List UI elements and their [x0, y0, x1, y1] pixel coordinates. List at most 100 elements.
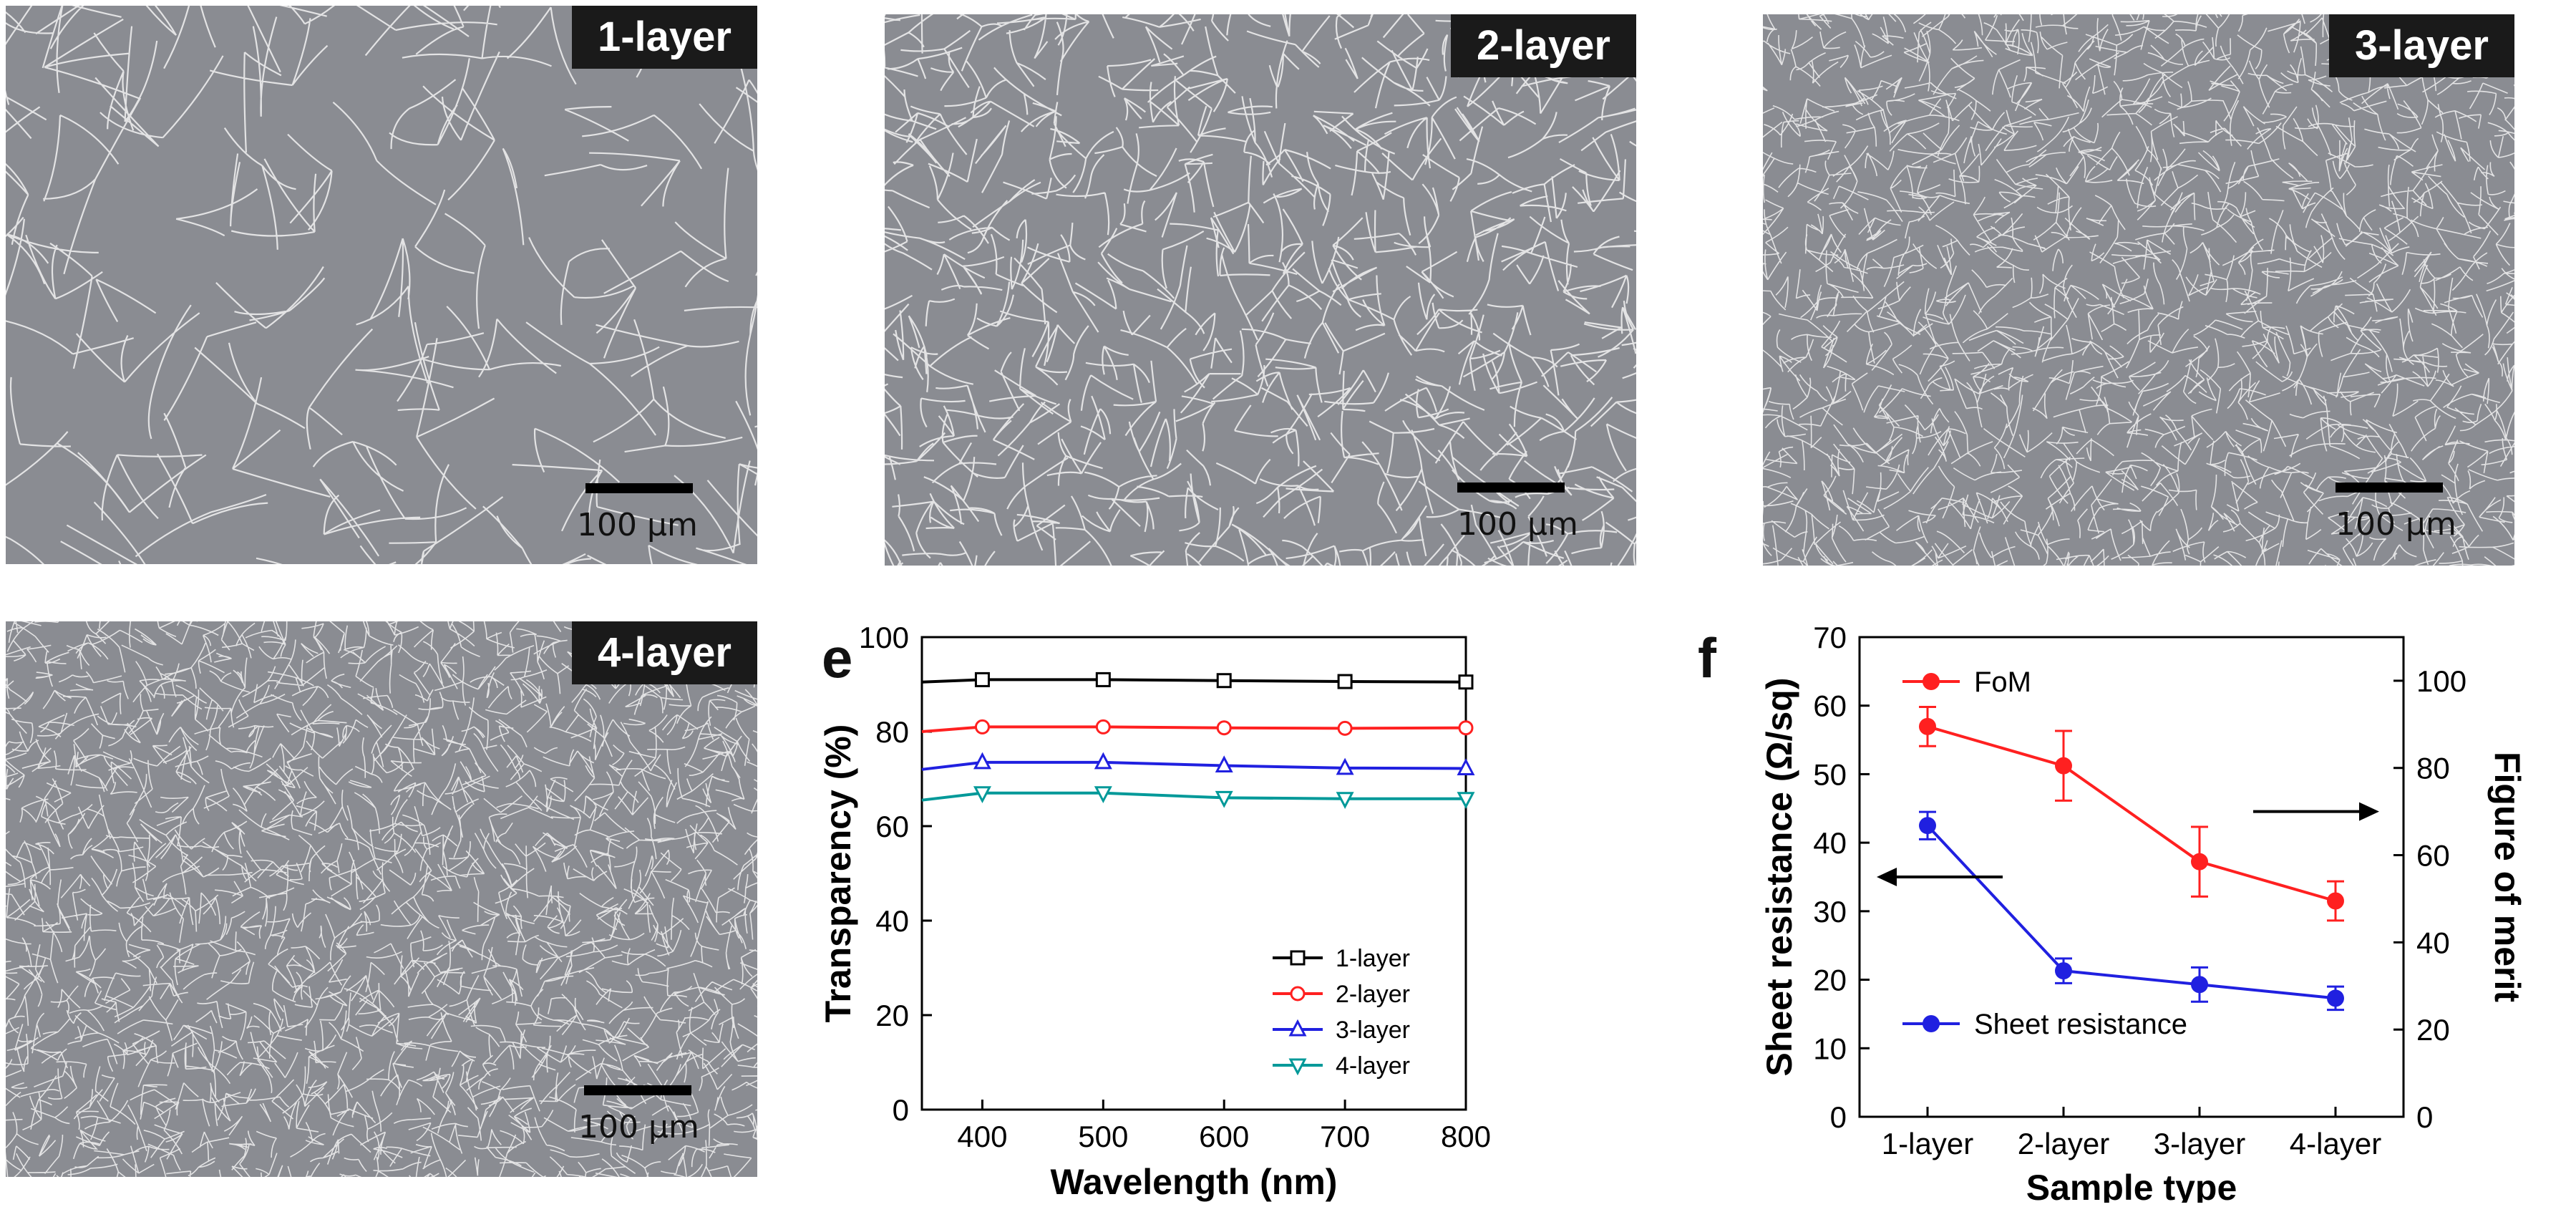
y-axis-label: Sheet resistance (Ω/sq)	[1759, 678, 1799, 1077]
layer-tag-3: 3-layer	[2328, 14, 2514, 77]
y-tick-label: 40	[875, 904, 909, 938]
y-tick-label: 80	[875, 715, 909, 749]
legend-label: FoM	[1974, 666, 2031, 698]
data-point	[974, 719, 990, 734]
y-tick-label: 10	[1813, 1032, 1847, 1065]
series-line	[921, 760, 1467, 771]
x-tick-label: 4-layer	[2290, 1127, 2381, 1160]
series-FoM: FoM	[1902, 666, 2344, 922]
y-tick-label: 0	[893, 1093, 909, 1127]
legend-marker	[1923, 673, 1940, 690]
y-axis-label: Transparency (%)	[818, 724, 858, 1023]
y-tick-label: 0	[1830, 1100, 1847, 1134]
data-point	[1216, 720, 1232, 736]
legend-marker	[1288, 1019, 1307, 1037]
micrograph-2-layer: 2-layer 100 µm	[885, 14, 1636, 566]
series-2-layer: 2-layer	[921, 719, 1474, 1008]
right-arrowhead	[2359, 802, 2379, 821]
y-tick-label: 20	[875, 999, 909, 1032]
series-3-layer: 3-layer	[921, 752, 1475, 1044]
y-tick-label: 20	[1813, 964, 1847, 997]
series-line	[921, 678, 1467, 684]
x-tick-label: 3-layer	[2154, 1127, 2245, 1160]
y-tick-label: 70	[1813, 621, 1847, 654]
layer-tag-2: 2-layer	[1450, 14, 1636, 77]
scale-bar-b	[1457, 483, 1565, 493]
panel-letter-e: e	[822, 626, 853, 689]
data-point	[1095, 671, 1111, 687]
series-line	[1926, 824, 2336, 1000]
data-point	[2191, 976, 2208, 994]
data-point	[1919, 817, 1936, 835]
series-1-layer: 1-layer	[921, 671, 1474, 972]
legend-marker	[1290, 986, 1306, 1002]
plot-frame	[920, 636, 1467, 1111]
data-point	[1215, 755, 1233, 773]
series-line	[921, 725, 1467, 733]
crack-network-texture	[1763, 14, 2514, 566]
y2-tick-label: 40	[2416, 926, 2450, 959]
legend-label: 3-layer	[1336, 1017, 1410, 1044]
y2-tick-label: 0	[2416, 1100, 2433, 1134]
y-tick-label: 40	[1813, 826, 1847, 860]
series-4-layer: 4-layer	[921, 786, 1475, 1080]
legend-label: 1-layer	[1336, 945, 1410, 972]
data-point	[1337, 720, 1353, 736]
data-point	[1094, 786, 1112, 804]
panel-letter-f: f	[1698, 626, 1716, 689]
transparency-chart: 0 20 40 60 80 100 400 500 600 700 800 Wavelength (n…	[818, 621, 1491, 1202]
scale-label-a: 100 µm	[577, 507, 698, 543]
data-point	[1095, 719, 1111, 734]
scale-label-b: 100 µm	[1457, 506, 1578, 543]
data-point	[1458, 674, 1474, 690]
x-tick-label: 800	[1441, 1120, 1491, 1153]
x-tick-label: 1-layer	[1882, 1127, 1973, 1160]
x-tick-label: 2-layer	[2018, 1127, 2109, 1160]
scale-label-c: 100 µm	[2336, 506, 2456, 543]
x-tick-label: 700	[1320, 1120, 1370, 1153]
y-tick-label: 100	[859, 621, 909, 654]
legend-marker	[1923, 1015, 1940, 1032]
data-point	[1215, 790, 1233, 808]
data-point	[1457, 758, 1475, 775]
x-tick-label: 500	[1078, 1120, 1128, 1153]
scale-bar-a	[585, 483, 693, 493]
micrograph-3-layer: 3-layer 100 µm	[1763, 14, 2514, 566]
crack-network-texture	[6, 621, 757, 1177]
series-Sheet resistance: Sheet resistance	[1902, 810, 2344, 1040]
scale-label-d: 100 µm	[578, 1109, 699, 1145]
data-point	[973, 786, 991, 804]
layer-tag-1: 1-layer	[571, 6, 757, 69]
data-point	[974, 671, 990, 687]
y-tick-label: 60	[1813, 689, 1847, 723]
series-line	[1927, 724, 2336, 903]
y-tick-label: 30	[1813, 895, 1847, 928]
data-point	[1458, 720, 1474, 736]
data-point	[2055, 757, 2072, 775]
crack-network-texture	[6, 6, 757, 564]
sheet-resistance-fom-chart: 0 10 20 30 40 50 60 70 0 20 40 60 80 100 1-layer 2-laye…	[1759, 621, 2527, 1203]
legend-label: 2-layer	[1336, 981, 1410, 1008]
x-axis-label: Wavelength (nm)	[1051, 1162, 1338, 1202]
data-point	[2055, 962, 2072, 980]
data-point	[1094, 752, 1112, 770]
legend-marker	[1290, 950, 1306, 966]
layer-tag-4: 4-layer	[571, 621, 757, 684]
data-point	[2327, 892, 2344, 910]
x-axis-label: Sample type	[2026, 1168, 2237, 1203]
x-tick-label: 400	[957, 1120, 1007, 1153]
data-point	[2327, 989, 2344, 1007]
plot-frame	[1858, 636, 2405, 1118]
y-tick-label: 60	[875, 810, 909, 843]
series-line	[921, 791, 1466, 802]
y2-tick-label: 60	[2416, 839, 2450, 873]
y2-tick-label: 80	[2416, 752, 2450, 785]
crack-network-texture	[885, 14, 1636, 566]
micrograph-1-layer: 1-layer 100 µm	[6, 6, 757, 564]
x-tick-label: 600	[1199, 1120, 1249, 1153]
data-point	[1919, 717, 1936, 735]
data-point	[1337, 674, 1353, 689]
data-point	[1457, 792, 1475, 809]
data-point	[973, 752, 991, 770]
data-point	[1336, 757, 1354, 775]
